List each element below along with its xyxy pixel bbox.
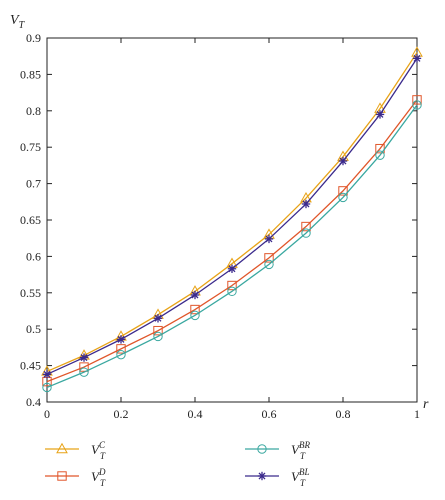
data-point-bl [42, 370, 52, 379]
star-stroke [117, 335, 125, 343]
star-stroke [265, 235, 273, 243]
y-tick-label: 0.5 [26, 322, 41, 336]
legend: VC T VD T VBR T VBL T [45, 440, 310, 488]
data-point-br [79, 367, 89, 377]
data-point-d [79, 362, 89, 372]
y-tick-label: 0.7 [26, 177, 41, 191]
data-point-br [338, 192, 348, 203]
star-stroke [228, 265, 236, 273]
y-axis-ticks: 0.4 0.45 0.5 0.55 0.6 0.65 0.7 0.75 0.8 0.85 0.9 [20, 31, 417, 409]
series-br [42, 100, 422, 393]
data-point-bl [79, 353, 89, 362]
y-tick-label: 0.75 [20, 140, 41, 154]
y-tick-label: 0.65 [20, 213, 41, 227]
data-point-bl [190, 290, 200, 300]
data-point-d [227, 280, 237, 291]
x-tick-label: 0 [44, 407, 50, 421]
legend-item-d: VD T [45, 467, 106, 488]
data-point-d [338, 186, 348, 196]
legend-item-br: VBR T [245, 440, 310, 461]
series-line-br [46, 104, 418, 389]
x-tick-label: 0.4 [188, 407, 203, 421]
plot-frame [46, 37, 418, 403]
star-stroke [258, 472, 266, 480]
data-point-d [412, 95, 422, 105]
data-point-bl [153, 314, 163, 323]
series-d [42, 95, 422, 387]
data-point-d [264, 253, 274, 263]
data-point-br [42, 382, 52, 393]
data-point-bl [116, 335, 126, 344]
y-tick-label: 0.9 [26, 31, 41, 45]
data-point-br [190, 310, 200, 321]
star-stroke [80, 354, 88, 362]
star-stroke [43, 370, 51, 378]
series-bl [42, 54, 422, 379]
legend-label: VD T [91, 467, 106, 488]
star-stroke [376, 110, 384, 118]
series-c [41, 46, 423, 376]
legend-item-bl: VBL T [245, 467, 309, 488]
data-point-d [190, 304, 200, 315]
star-stroke [191, 291, 199, 299]
star-stroke [154, 314, 162, 322]
x-tick-label: 1 [414, 407, 420, 421]
y-tick-label: 0.4 [26, 395, 41, 409]
legend-marker [257, 444, 267, 454]
legend-marker [57, 471, 67, 481]
data-point-bl [227, 264, 237, 273]
data-point-d [116, 344, 126, 354]
x-tick-label: 0.8 [336, 407, 351, 421]
y-tick-label: 0.8 [26, 104, 41, 118]
data-point-bl [301, 199, 311, 209]
series-line-bl [46, 58, 418, 375]
legend-label: VBL T [291, 467, 309, 488]
x-tick-label: 0.6 [262, 407, 277, 421]
data-point-br [153, 331, 163, 342]
y-tick-label: 0.85 [20, 67, 41, 81]
data-point-bl [338, 156, 348, 166]
data-point-bl [264, 234, 274, 244]
data-point-d [301, 221, 311, 232]
data-point-br [116, 349, 126, 360]
legend-label: VC T [91, 440, 106, 461]
y-axis-label: VT [10, 13, 26, 31]
x-axis-ticks: 0 0.2 0.4 0.6 0.8 1 [44, 38, 420, 421]
legend-marker [257, 471, 267, 481]
data-point-br [412, 100, 422, 110]
data-point-br [227, 286, 237, 297]
series-line-d [46, 99, 418, 383]
star-stroke [413, 54, 421, 62]
y-tick-label: 0.6 [26, 249, 41, 263]
data-point-br [264, 259, 274, 270]
data-point-bl [375, 110, 385, 119]
legend-marker [56, 442, 68, 454]
x-tick-label: 0.2 [114, 407, 129, 421]
x-axis-label: r [423, 397, 429, 412]
data-point-br [301, 228, 311, 238]
y-tick-label: 0.55 [20, 286, 41, 300]
data-point-d [153, 325, 163, 336]
series-line-c [46, 52, 418, 373]
star-stroke [339, 157, 347, 165]
legend-item-c: VC T [45, 440, 106, 461]
legend-label: VBR T [291, 440, 310, 461]
data-point-br [375, 150, 385, 160]
y-tick-label: 0.45 [20, 359, 41, 373]
data-point-bl [412, 54, 422, 63]
star-stroke [302, 200, 310, 208]
series-layer [41, 46, 423, 393]
